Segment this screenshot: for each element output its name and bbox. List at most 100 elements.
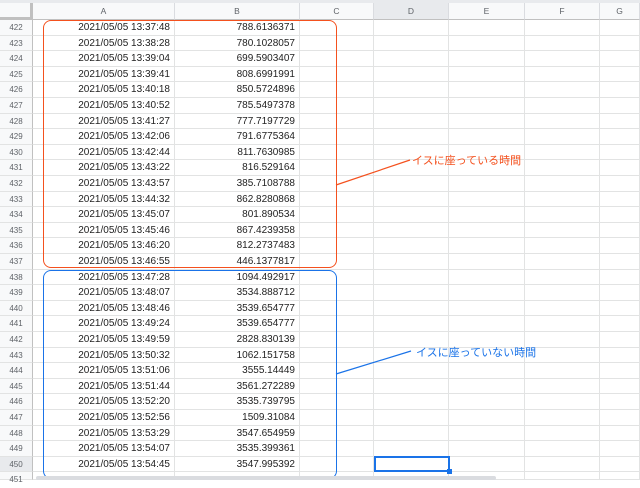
cell-e448[interactable] (449, 425, 525, 442)
cell-b422[interactable]: 788.6136371 (175, 20, 300, 36)
cell-a432[interactable]: 2021/05/05 13:43:57 (33, 176, 175, 192)
row-header[interactable]: 430 (0, 144, 33, 161)
row-header[interactable]: 424 (0, 51, 33, 67)
cell-b433[interactable]: 862.8280868 (175, 191, 300, 208)
cell-c431[interactable] (300, 160, 374, 176)
cell-e441[interactable] (449, 316, 525, 332)
cell-b428[interactable]: 777.7197729 (175, 113, 300, 130)
cell-b435[interactable]: 867.4239358 (175, 222, 300, 239)
cell-f438[interactable] (525, 269, 600, 286)
row-header[interactable]: 441 (0, 316, 33, 332)
cell-b444[interactable]: 3555.14449 (175, 363, 300, 379)
cell-e440[interactable] (449, 300, 525, 317)
cell-c435[interactable] (300, 222, 374, 239)
cell-f434[interactable] (525, 207, 600, 223)
cell-b443[interactable]: 1062.151758 (175, 347, 300, 364)
cell-e426[interactable] (449, 82, 525, 98)
cell-c446[interactable] (300, 394, 374, 410)
cell-c424[interactable] (300, 51, 374, 67)
cell-d432[interactable] (374, 176, 449, 192)
cell-e432[interactable] (449, 176, 525, 192)
cell-a429[interactable]: 2021/05/05 13:42:06 (33, 129, 175, 145)
row-header[interactable]: 449 (0, 441, 33, 457)
cell-e449[interactable] (449, 441, 525, 457)
cell-b431[interactable]: 816.529164 (175, 160, 300, 176)
cell-e446[interactable] (449, 394, 525, 410)
horizontal-scrollbar[interactable] (36, 476, 496, 480)
cell-e437[interactable] (449, 254, 525, 270)
cell-e447[interactable] (449, 410, 525, 426)
cell-c448[interactable] (300, 425, 374, 442)
cell-d439[interactable] (374, 285, 449, 301)
cell-f449[interactable] (525, 441, 600, 457)
cell-b434[interactable]: 801.890534 (175, 207, 300, 223)
cell-f429[interactable] (525, 129, 600, 145)
cell-f445[interactable] (525, 378, 600, 395)
cell-d436[interactable] (374, 238, 449, 254)
cell-a428[interactable]: 2021/05/05 13:41:27 (33, 113, 175, 130)
cell-d430[interactable] (374, 144, 449, 161)
cell-a427[interactable]: 2021/05/05 13:40:52 (33, 98, 175, 114)
cell-c426[interactable] (300, 82, 374, 98)
row-header[interactable]: 447 (0, 410, 33, 426)
cell-d422[interactable] (374, 20, 449, 36)
cell-d424[interactable] (374, 51, 449, 67)
cell-c433[interactable] (300, 191, 374, 208)
cell-b437[interactable]: 446.1377817 (175, 254, 300, 270)
cell-d437[interactable] (374, 254, 449, 270)
cell-c439[interactable] (300, 285, 374, 301)
cell-c445[interactable] (300, 378, 374, 395)
cell-a437[interactable]: 2021/05/05 13:46:55 (33, 254, 175, 270)
row-header[interactable]: 448 (0, 425, 33, 442)
row-header[interactable]: 435 (0, 222, 33, 239)
cell-c428[interactable] (300, 113, 374, 130)
cell-e431[interactable] (449, 160, 525, 176)
cell-e442[interactable] (449, 332, 525, 348)
cell-a440[interactable]: 2021/05/05 13:48:46 (33, 300, 175, 317)
cell-f437[interactable] (525, 254, 600, 270)
cell-b448[interactable]: 3547.654959 (175, 425, 300, 442)
select-all-corner[interactable] (0, 3, 33, 20)
cell-d448[interactable] (374, 425, 449, 442)
cell-f433[interactable] (525, 191, 600, 208)
cell-d438[interactable] (374, 269, 449, 286)
cell-f447[interactable] (525, 410, 600, 426)
cell-b442[interactable]: 2828.830139 (175, 332, 300, 348)
cell-e434[interactable] (449, 207, 525, 223)
row-header[interactable]: 422 (0, 20, 33, 36)
cell-a444[interactable]: 2021/05/05 13:51:06 (33, 363, 175, 379)
cell-e433[interactable] (449, 191, 525, 208)
row-header[interactable]: 450 (0, 456, 33, 473)
cell-e424[interactable] (449, 51, 525, 67)
cell-b446[interactable]: 3535.739795 (175, 394, 300, 410)
cell-c437[interactable] (300, 254, 374, 270)
cell-a450[interactable]: 2021/05/05 13:54:45 (33, 456, 175, 473)
cell-c450[interactable] (300, 456, 374, 473)
row-header[interactable]: 429 (0, 129, 33, 145)
cell-d429[interactable] (374, 129, 449, 145)
column-header-a[interactable]: A (33, 3, 175, 20)
cell-f436[interactable] (525, 238, 600, 254)
cell-e444[interactable] (449, 363, 525, 379)
cell-e430[interactable] (449, 144, 525, 161)
row-header[interactable]: 427 (0, 98, 33, 114)
cell-e450[interactable] (449, 456, 525, 473)
cell-a425[interactable]: 2021/05/05 13:39:41 (33, 66, 175, 83)
cell-d428[interactable] (374, 113, 449, 130)
cell-e428[interactable] (449, 113, 525, 130)
cell-b432[interactable]: 385.7108788 (175, 176, 300, 192)
cell-e423[interactable] (449, 35, 525, 52)
cell-c443[interactable] (300, 347, 374, 364)
cell-d435[interactable] (374, 222, 449, 239)
cell-c425[interactable] (300, 66, 374, 83)
cell-d447[interactable] (374, 410, 449, 426)
column-header-f[interactable]: F (525, 3, 600, 20)
cell-c444[interactable] (300, 363, 374, 379)
cell-f448[interactable] (525, 425, 600, 442)
cell-b436[interactable]: 812.2737483 (175, 238, 300, 254)
row-header[interactable]: 438 (0, 269, 33, 286)
cell-c436[interactable] (300, 238, 374, 254)
row-header[interactable]: 443 (0, 347, 33, 364)
row-header[interactable]: 446 (0, 394, 33, 410)
cell-d445[interactable] (374, 378, 449, 395)
